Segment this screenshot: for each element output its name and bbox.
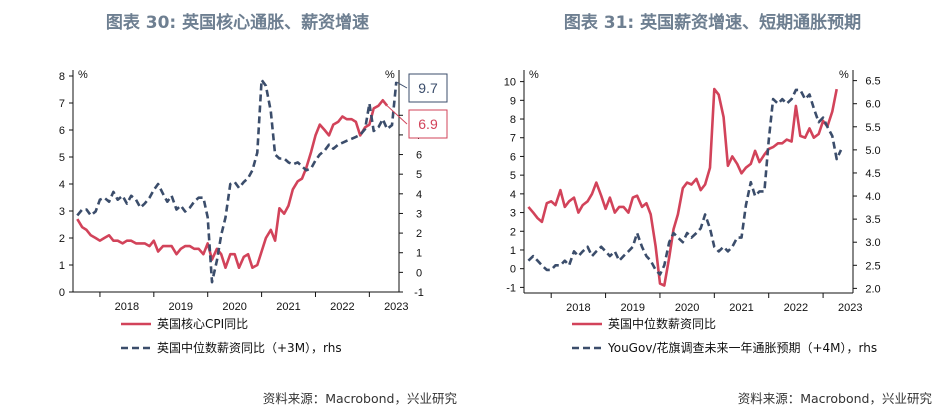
x-tick-label: 2022 xyxy=(784,302,808,314)
y-left-tick-label: 1 xyxy=(510,245,516,257)
y-right-tick-label: 4.5 xyxy=(865,168,880,180)
callout-value: 6.9 xyxy=(418,116,438,132)
x-tick-label: 2020 xyxy=(675,302,699,314)
series-line-0 xyxy=(527,87,838,287)
y-left-unit: % xyxy=(529,69,539,81)
callout-value: 9.7 xyxy=(418,80,438,96)
x-tick-label: 2020 xyxy=(222,301,246,313)
callout-box xyxy=(408,109,448,139)
y-left-tick-label: 8 xyxy=(510,114,516,126)
chart-svg-right: % % -1 0 1 2 3 4 5 6 7 8 9 10 2.0 2.5 3.0 3.5 4.0 4.5 5.0 5.5… xyxy=(504,69,881,355)
y-left-tick-label: 10 xyxy=(504,77,516,89)
y-left-tick-label: 3 xyxy=(510,208,516,220)
y-left-tick-label: 3 xyxy=(59,206,65,218)
chart-title: 图表 31: 英国薪资增速、短期通胀预期 xyxy=(563,13,862,33)
y-right-tick-label: 0 xyxy=(416,267,422,279)
x-tick-label: 2021 xyxy=(729,302,753,314)
y-left-tick-label: -1 xyxy=(506,282,516,294)
chart-panel-right: 图表 31: 英国薪资增速、短期通胀预期 %% -1 0 1 2 3 4 5 6 7 8 9 10 2.0… xyxy=(475,0,950,418)
x-tick-label: 2018 xyxy=(566,302,590,314)
y-left-tick-label: 4 xyxy=(59,179,65,191)
callout-leader xyxy=(386,105,408,125)
legend-label-0: 英国核心CPI同比 xyxy=(157,317,248,331)
series-line-1 xyxy=(527,88,843,276)
y-left-tick-label: 1 xyxy=(59,260,65,272)
y-left-tick-label: 0 xyxy=(59,287,65,299)
y-left-tick-label: 5 xyxy=(59,152,65,164)
y-right-tick-label: 5.5 xyxy=(865,122,880,134)
source-note: 资料来源：Macrobond，兴业研究 xyxy=(262,391,457,406)
x-tick-label: 2019 xyxy=(169,301,193,313)
y-left-tick-label: 7 xyxy=(59,98,65,110)
y-right-tick-label: 6.0 xyxy=(865,99,880,111)
chart-title: 图表 30: 英国核心通胀、薪资增速 xyxy=(105,13,370,33)
y-right-tick-label: 5.0 xyxy=(865,145,880,157)
y-right-tick-label: 1 xyxy=(416,248,422,260)
chart-panel-left: 图表 30: 英国核心通胀、薪资增速 %%012345678-101234567… xyxy=(59,13,457,406)
y-left-tick-label: 2 xyxy=(59,233,65,245)
legend-label-1: 英国中位数薪资同比（+3M），rhs xyxy=(157,340,342,355)
y-left-tick-label: 5 xyxy=(510,170,516,182)
y-left-tick-label: 8 xyxy=(59,71,65,83)
x-tick-label: 2023 xyxy=(838,302,862,314)
y-right-tick-label: 2 xyxy=(416,228,422,240)
x-tick-label: 2021 xyxy=(276,301,300,313)
legend-label-0: 英国中位数薪资同比 xyxy=(608,316,716,331)
y-left-tick-label: 6 xyxy=(510,151,516,163)
series-line-0 xyxy=(76,99,389,269)
y-left-tick-label: 4 xyxy=(510,189,516,201)
y-right-tick-label: 4.0 xyxy=(865,191,880,203)
legend-label-1: YouGov/花旗调查未来一年通胀预期（+4M），rhs xyxy=(607,340,877,355)
y-right-tick-label: 2.0 xyxy=(865,283,880,295)
y-right-tick-label: 3.5 xyxy=(865,214,880,226)
y-right-tick-label: 6.5 xyxy=(865,76,880,88)
source-note: 资料来源：Macrobond，兴业研究 xyxy=(737,391,932,406)
y-right-unit: % xyxy=(385,69,395,81)
y-right-tick-label: 2.5 xyxy=(865,260,880,272)
y-left-tick-label: 2 xyxy=(510,226,516,238)
y-left-tick-label: 6 xyxy=(59,125,65,137)
series-line-1 xyxy=(76,78,398,284)
y-right-tick-label: 6 xyxy=(416,150,422,162)
y-right-tick-label: 4 xyxy=(416,189,422,201)
y-right-tick-label: 5 xyxy=(416,169,422,181)
y-left-unit: % xyxy=(78,69,88,81)
y-right-tick-label: 3.0 xyxy=(865,237,880,249)
x-tick-label: 2022 xyxy=(330,301,354,313)
y-left-tick-label: 7 xyxy=(510,133,516,145)
callout-leader xyxy=(396,81,408,89)
x-tick-label: 2023 xyxy=(384,301,408,313)
callout-box xyxy=(408,73,448,103)
y-right-tick-label: 3 xyxy=(416,208,422,220)
x-tick-label: 2018 xyxy=(115,301,139,313)
chart-svg-left: %%012345678-1012345678201820192020202120… xyxy=(59,69,448,355)
y-right-unit: % xyxy=(839,69,849,81)
y-left-tick-label: 9 xyxy=(510,95,516,107)
x-tick-label: 2019 xyxy=(621,302,645,314)
y-left-tick-label: 0 xyxy=(510,264,516,276)
y-right-tick-label: -1 xyxy=(414,287,424,299)
